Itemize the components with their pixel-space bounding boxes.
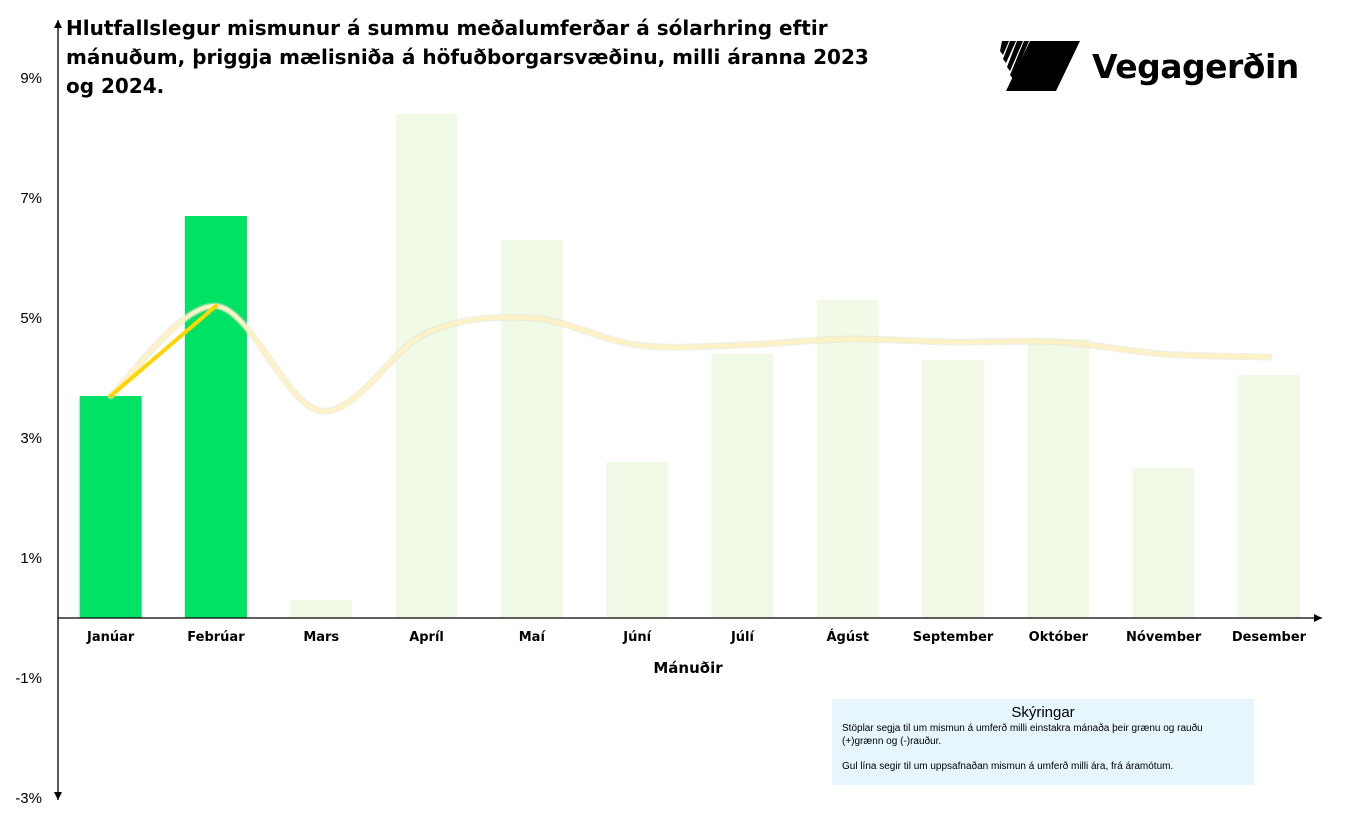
y-tick-label: -1% [15, 670, 42, 687]
bar-ágúst [816, 300, 879, 618]
y-tick-label: 7% [20, 190, 42, 207]
bar-mars [290, 600, 353, 618]
bar-nóvember [1132, 468, 1195, 618]
y-axis-arrow-down [54, 792, 62, 800]
x-tick-label: Nóvember [1126, 630, 1202, 645]
axes-layer [54, 20, 1322, 800]
bar-september [922, 360, 985, 618]
bar-maí [500, 240, 563, 618]
legend-text-bars: Stöplar segja til um mismun á umferð mil… [842, 723, 1203, 747]
bar-apríl [395, 114, 458, 618]
trend-line-full [108, 303, 1271, 414]
y-tick-label: 5% [20, 310, 42, 327]
x-tick-label: Desember [1232, 630, 1307, 645]
y-tick-label: 3% [20, 430, 42, 447]
trend-line-layer [107, 302, 1273, 415]
bar-desember [1237, 375, 1300, 618]
x-axis-arrow [1314, 614, 1322, 622]
x-tick-label: Ágúst [826, 629, 869, 645]
tick-labels-layer: 9% 7% 5% 3% 1% -1% -3% Janúar Febrúar Mars Apríl Ma… [15, 70, 1306, 807]
x-tick-label: Júní [622, 630, 652, 645]
legend-box: Skýringar Stöplar segja til um mismun á … [832, 699, 1254, 785]
chart-title: Hlutfallslegur mismunur á summu meðalumf… [66, 16, 869, 98]
vegagerdin-stripes-logo-icon [1000, 41, 1080, 91]
y-tick-label: -3% [15, 790, 42, 807]
y-tick-label: 1% [20, 550, 42, 567]
bar-október [1027, 339, 1090, 618]
x-tick-label: Janúar [86, 630, 135, 645]
legend-title: Skýringar [1011, 704, 1075, 721]
x-tick-label: Febrúar [187, 630, 245, 645]
brand-name: Vegagerðin [1092, 46, 1299, 86]
x-tick-label: Október [1029, 630, 1089, 645]
bars-layer [79, 114, 1300, 618]
y-tick-label: 9% [20, 70, 42, 87]
bar-febrúar [184, 216, 247, 618]
x-tick-label: Apríl [409, 630, 444, 645]
x-tick-label: Júlí [730, 630, 756, 645]
legend-text-line: Gul lína segir til um uppsafnaðan mismun… [842, 761, 1174, 772]
x-tick-label: September [913, 630, 994, 645]
bar-júlí [711, 354, 774, 618]
brand-logo: Vegagerðin [1000, 38, 1299, 94]
bar-janúar [79, 396, 142, 618]
bar-júní [606, 462, 669, 618]
x-tick-label: Maí [519, 630, 547, 645]
trend-line-active [108, 304, 218, 398]
y-axis-arrow-up [54, 20, 62, 28]
x-axis-title: Mánuðir [653, 659, 723, 677]
x-tick-label: Mars [303, 630, 339, 645]
trend-line-shadow [107, 302, 1273, 415]
